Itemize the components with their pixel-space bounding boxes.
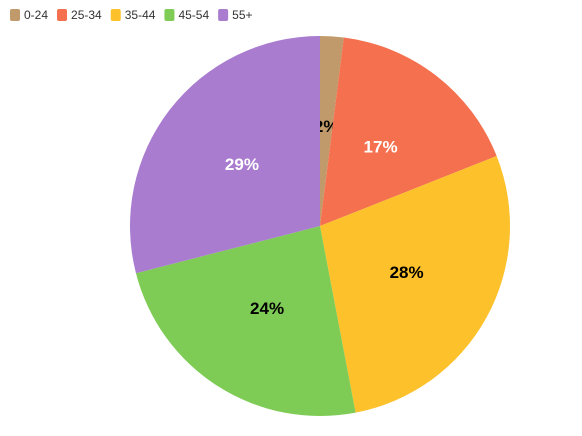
legend-item: 0-24 xyxy=(10,8,48,22)
pie-slice xyxy=(320,36,344,226)
legend-item: 45-54 xyxy=(164,8,209,22)
legend-item: 35-44 xyxy=(110,8,156,22)
legend-swatch xyxy=(57,9,68,21)
slice-label: 29% xyxy=(225,155,259,174)
slice-label: 17% xyxy=(364,137,398,156)
legend-label: 55+ xyxy=(232,8,252,22)
legend-label: 25-34 xyxy=(71,8,102,22)
legend-item: 55+ xyxy=(218,8,253,22)
legend-swatch xyxy=(164,9,175,21)
legend-label: 0-24 xyxy=(24,8,48,22)
legend-swatch xyxy=(218,9,229,21)
pie-slice xyxy=(320,156,510,413)
legend-item: 25-34 xyxy=(57,8,102,22)
legend-label: 35-44 xyxy=(125,8,156,22)
pie-slice xyxy=(135,226,356,416)
slice-label: 28% xyxy=(390,263,424,282)
slice-label: 24% xyxy=(250,299,284,318)
legend-swatch xyxy=(110,9,121,21)
pie-slice xyxy=(320,37,497,227)
pie-slice xyxy=(129,36,320,274)
legend-label: 45-54 xyxy=(178,8,209,22)
legend-swatch xyxy=(10,9,20,21)
